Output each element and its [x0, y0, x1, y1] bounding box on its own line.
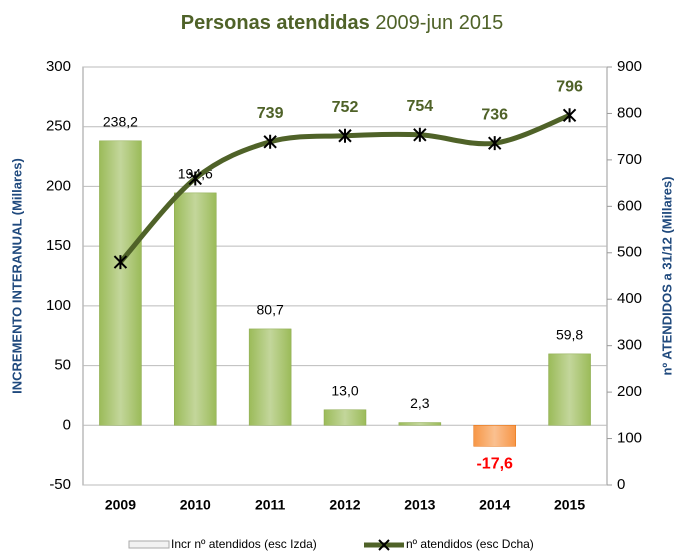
- line-marker: [188, 171, 202, 186]
- bar: [99, 140, 142, 426]
- x-tick-label: 2014: [479, 497, 510, 513]
- bar-value-label: 2,3: [410, 395, 430, 411]
- bar: [548, 353, 591, 426]
- line-value-label: 736: [481, 106, 508, 123]
- y2-tick-label: 100: [617, 430, 642, 447]
- bar-value-label: 13,0: [331, 382, 358, 398]
- line-marker: [488, 136, 502, 151]
- title-bold: Personas atendidas: [181, 12, 370, 34]
- y-axis-label: INCREMENTO INTERANUAL (Millares): [9, 158, 24, 394]
- title-rest: 2009-jun 2015: [375, 12, 503, 34]
- bar: [174, 192, 217, 426]
- x-tick-label: 2009: [105, 497, 136, 513]
- x-tick-label: 2012: [329, 497, 360, 513]
- y2-tick-label: 900: [617, 58, 642, 75]
- line-marker: [338, 128, 352, 143]
- y-tick-label: -50: [49, 476, 71, 493]
- line-marker: [113, 255, 128, 270]
- y2-tick-label: 300: [617, 337, 642, 354]
- y2-tick-label: 0: [617, 476, 625, 493]
- line-value-label: 796: [556, 79, 583, 96]
- line-value-label: 754: [407, 98, 434, 115]
- y2-tick-label: 500: [617, 244, 642, 261]
- line-value-label: 739: [257, 105, 284, 122]
- bar: [473, 425, 516, 447]
- y-tick-label: 300: [46, 58, 71, 75]
- chart-title: Personas atendidas 2009-jun 2015: [181, 12, 503, 34]
- bar-value-label: -17,6: [476, 456, 513, 473]
- y2-tick-label: 700: [617, 151, 642, 168]
- bar: [398, 422, 442, 426]
- legend-label: nº atendidos (esc Dcha): [406, 537, 534, 551]
- y-tick-label: 150: [46, 237, 71, 254]
- x-tick-label: 2011: [255, 497, 286, 513]
- legend-swatch: [128, 540, 170, 549]
- y-tick-label: 0: [63, 416, 71, 433]
- bar-value-label: 59,8: [556, 327, 583, 343]
- line-value-label: 752: [332, 99, 359, 116]
- y-tick-label: 250: [46, 118, 71, 135]
- legend-label: Incr nº atendidos (esc Izda): [171, 537, 317, 551]
- x-tick-label: 2013: [404, 497, 435, 513]
- line-marker: [263, 134, 277, 149]
- bar: [323, 409, 367, 426]
- legend-marker: [378, 539, 390, 551]
- line-marker: [562, 108, 577, 123]
- y2-tick-label: 600: [617, 197, 642, 214]
- y-tick-label: 200: [46, 177, 71, 194]
- y2-tick-label: 800: [617, 104, 642, 121]
- y-tick-label: 50: [54, 357, 71, 374]
- y2-axis-label: nº ATENDIDOS a 31/12 (Millares): [659, 176, 674, 375]
- y-tick-label: 100: [46, 297, 71, 314]
- x-tick-label: 2010: [180, 497, 211, 513]
- line-marker: [413, 127, 427, 142]
- bar-value-label: 238,2: [103, 114, 138, 130]
- x-tick-label: 2015: [554, 497, 585, 513]
- y2-tick-label: 200: [617, 383, 642, 400]
- y2-tick-label: 400: [617, 290, 642, 307]
- bar-value-label: 80,7: [257, 302, 284, 318]
- bar: [248, 328, 292, 426]
